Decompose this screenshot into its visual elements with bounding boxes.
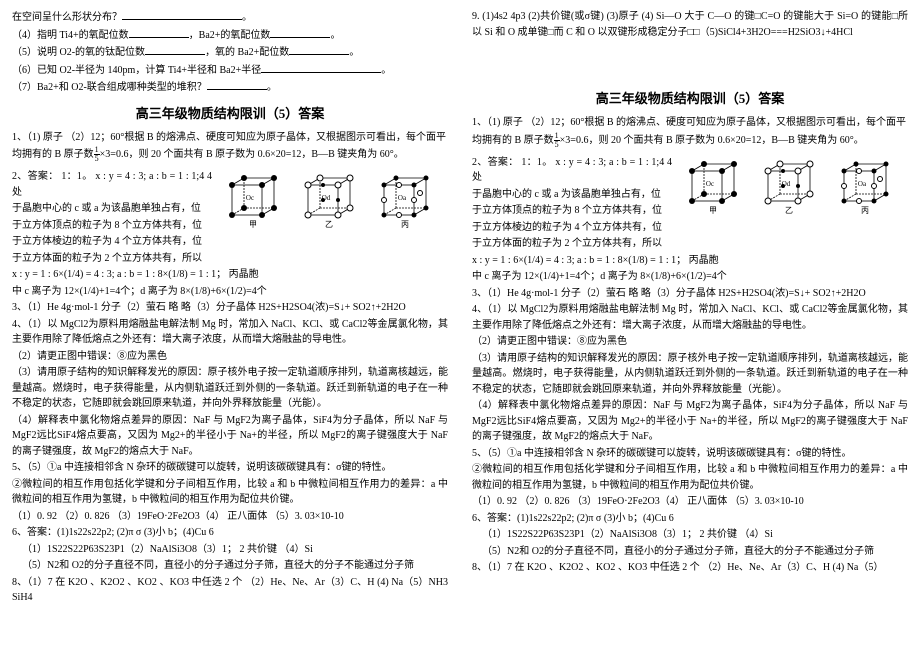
answer-4a: 4、（1）以 MgCl2为原料用熔融盐电解法制 Mg 时，常加入 NaCl、KC… <box>12 317 448 348</box>
blank <box>145 45 205 55</box>
svg-text:Od: Od <box>782 180 791 188</box>
answer-2-line: 于立方体棱边的粒子为 4 个立方体共有，位 <box>472 220 908 236</box>
question-line: （5）说明 O2-的氧的钛配位数，氧的 Ba2+配位数。 <box>12 45 448 61</box>
answer-5a: 5、（5）①a 中连接相邻含 N 杂环的碳碳键可以旋转，说明该碳碳键具有：σ键的… <box>12 460 448 476</box>
svg-text:乙: 乙 <box>325 220 333 229</box>
q-text: （7）Ba2+和 O2-联合组成哪种类型的堆积？ <box>12 82 207 93</box>
svg-text:Od: Od <box>322 194 331 202</box>
q-text: （4）指明 Ti4+的氧配位数 <box>12 30 129 41</box>
answer-2-line: 于立方体棱边的粒子为 4 个立方体共有，位 <box>12 234 448 250</box>
answer-4d: （4）解释表中氯化物熔点差异的原因：NaF 与 MgF2为离子晶体，SiF4为分… <box>472 398 908 445</box>
answer-5c: （1）0. 92 （2）0. 826 （3）19FeO·2Fe2O3（4） 正八… <box>12 509 448 525</box>
answer-6c: （5）N2和 O2的分子直径不同，直径小的分子通过分子筛，直径大的分子不能通过分… <box>472 544 908 560</box>
answer-6a: 6、答案：(1)1s22s22p2; (2)π σ (3)小 b；(4)Cu 6 <box>472 511 908 527</box>
svg-text:丙: 丙 <box>401 220 409 229</box>
answer-1b: 均拥有的 B 原子数15×3=0.6，则 20 个面共有 B 原子数为 0.6×… <box>472 132 908 149</box>
answer-2-math: x : y = 1 : 6×(1/4) = 4 : 3; a : b = 1 :… <box>472 253 908 269</box>
cube-diagram-2: Od 乙 <box>754 156 824 216</box>
answer-8: 8、（1）7 在 K2O 、K2O2 、KO2 、KO3 中任选 2 个 （2）… <box>472 560 908 576</box>
answer-2-math: x : y = 1 : 6×(1/4) = 4 : 3; a : b = 1 :… <box>12 267 448 283</box>
answer-2-line: 于立方体面的粒子为 2 个立方体共有，所以 <box>12 251 448 267</box>
left-column: 在空间呈什么形状分布？。 （4）指明 Ti4+的氧配位数，Ba2+的氧配位数。 … <box>0 0 460 650</box>
answer-4a: 4、（1）以 MgCl2为原料用熔融盐电解法制 Mg 时，常加入 NaCl、KC… <box>472 302 908 333</box>
answer-5b: ②微粒间的相互作用包括化学键和分子间相互作用，比较 a 和 b 中微粒间相互作用… <box>12 477 448 508</box>
answer-6a: 6、答案：(1)1s22s22p2; (2)π σ (3)小 b；(4)Cu 6 <box>12 525 448 541</box>
question-line: （4）指明 Ti4+的氧配位数，Ba2+的氧配位数。 <box>12 28 448 44</box>
cube-diagram-1: Oc 甲 <box>678 156 748 216</box>
q-text: （6）已知 O2-半径为 140pm，计算 Ti4+半径和 Ba2+半径 <box>12 65 261 76</box>
answer-3: 3、（1）He 4g·mol-1 分子（2）萤石 略 略（3）分子晶体 H2S+… <box>12 300 448 316</box>
svg-text:丙: 丙 <box>861 206 869 215</box>
right-column: 9. (1)4s2 4p3 (2)共价键(或σ键) (3)原子 (4) Si—O… <box>460 0 920 650</box>
answer-4d: （4）解释表中氯化物熔点差异的原因：NaF 与 MgF2为离子晶体，SiF4为分… <box>12 413 448 460</box>
txt: ×3=0.6，则 20 个面共有 B 原子数为 0.6×20=12，B—B 键夹… <box>560 134 864 145</box>
answer-title: 高三年级物质结构限训（5）答案 <box>472 89 908 109</box>
q-text: ，Ba2+的氧配位数 <box>189 30 271 41</box>
answer-3: 3、（1）He 4g·mol-1 分子（2）萤石 略 略（3）分子晶体 H2S+… <box>472 286 908 302</box>
blank <box>122 10 242 20</box>
blank <box>261 63 381 73</box>
crystal-diagrams: Oc 甲 Od 乙 Oa 丙 <box>218 170 448 230</box>
answer-1: 1、（1) 原子 （2）12；60°根据 B 的熔沸点、硬度可知应为原子晶体，又… <box>12 130 448 146</box>
svg-text:甲: 甲 <box>249 220 257 229</box>
crystal-diagrams: Oc 甲 Od 乙 Oa 丙 <box>678 156 908 216</box>
txt: ×3=0.6，则 20 个面共有 B 原子数为 0.6×20=12，B—B 键夹… <box>100 149 404 160</box>
answer-5a: 5、（5）①a 中连接相邻含 N 杂环的碳碳键可以旋转，说明该碳碳键具有：σ键的… <box>472 446 908 462</box>
q-text: （5）说明 O2-的氧的钛配位数 <box>12 47 145 58</box>
answer-2-c: 中 c 离子为 12×(1/4)+1=4个；d 离子为 8×(1/8)+6×(1… <box>472 269 908 285</box>
answer-1b: 均拥有的 B 原子数15×3=0.6，则 20 个面共有 B 原子数为 0.6×… <box>12 146 448 163</box>
answer-1: 1、（1) 原子 （2）12；60°根据 B 的熔沸点、硬度可知应为原子晶体，又… <box>472 115 908 131</box>
question-line: 在空间呈什么形状分布？。 <box>12 10 448 26</box>
cube-diagram-2: Od 乙 <box>294 170 364 230</box>
q-text: 在空间呈什么形状分布？ <box>12 12 122 23</box>
answer-4c: （3）请用原子结构的知识解释发光的原因：原子核外电子按一定轨道顺序排列，轨道离核… <box>472 351 908 398</box>
blank <box>289 45 349 55</box>
blank <box>270 28 330 38</box>
svg-text:甲: 甲 <box>709 206 717 215</box>
blank <box>207 80 267 90</box>
answer-6b: （1）1S22S22P63S23P1（2）NaAlSi3O8（3）1； 2 共价… <box>12 542 448 558</box>
svg-text:Oc: Oc <box>246 194 254 202</box>
answer-8: 8、（1）7 在 K2O 、K2O2 、KO2 、KO3 中任选 2 个 （2）… <box>12 575 448 606</box>
cube-diagram-3: Oa 丙 <box>370 170 440 230</box>
answer-2-line: 于立方体面的粒子为 2 个立方体共有，所以 <box>472 236 908 252</box>
answer-6c: （5）N2和 O2的分子直径不同，直径小的分子通过分子筛，直径大的分子不能通过分… <box>12 558 448 574</box>
svg-text:Oa: Oa <box>398 194 407 202</box>
answer-4b: （2）请更正图中错误：⑧应为黑色 <box>12 349 448 365</box>
question-line: （7）Ba2+和 O2-联合组成哪种类型的堆积？。 <box>12 80 448 96</box>
answer-6b: （1）1S22S22P63S23P1（2）NaAlSi3O8（3）1； 2 共价… <box>472 527 908 543</box>
answer-5c: （1）0. 92 （2）0. 826 （3）19FeO·2Fe2O3（4） 正八… <box>472 494 908 510</box>
svg-text:Oa: Oa <box>858 180 867 188</box>
answer-5b: ②微粒间的相互作用包括化学键和分子间相互作用，比较 a 和 b 中微粒间相互作用… <box>472 462 908 493</box>
txt: 均拥有的 B 原子数 <box>472 134 554 145</box>
cube-diagram-3: Oa 丙 <box>830 156 900 216</box>
svg-text:乙: 乙 <box>785 206 793 215</box>
answer-2-c: 中 c 离子为 12×(1/4)+1=4个；d 离子为 8×(1/8)+6×(1… <box>12 284 448 300</box>
q-text: ，氧的 Ba2+配位数 <box>205 47 289 58</box>
answer-4c: （3）请用原子结构的知识解释发光的原因：原子核外电子按一定轨道顺序排列，轨道离核… <box>12 365 448 412</box>
answer-title: 高三年级物质结构限训（5）答案 <box>12 104 448 124</box>
txt: 均拥有的 B 原子数 <box>12 149 94 160</box>
answer-9: 9. (1)4s2 4p3 (2)共价键(或σ键) (3)原子 (4) Si—O… <box>472 9 908 40</box>
blank <box>129 28 189 38</box>
answer-4b: （2）请更正图中错误：⑧应为黑色 <box>472 334 908 350</box>
cube-diagram-1: Oc 甲 <box>218 170 288 230</box>
svg-text:Oc: Oc <box>706 180 714 188</box>
question-line: （6）已知 O2-半径为 140pm，计算 Ti4+半径和 Ba2+半径。 <box>12 63 448 79</box>
